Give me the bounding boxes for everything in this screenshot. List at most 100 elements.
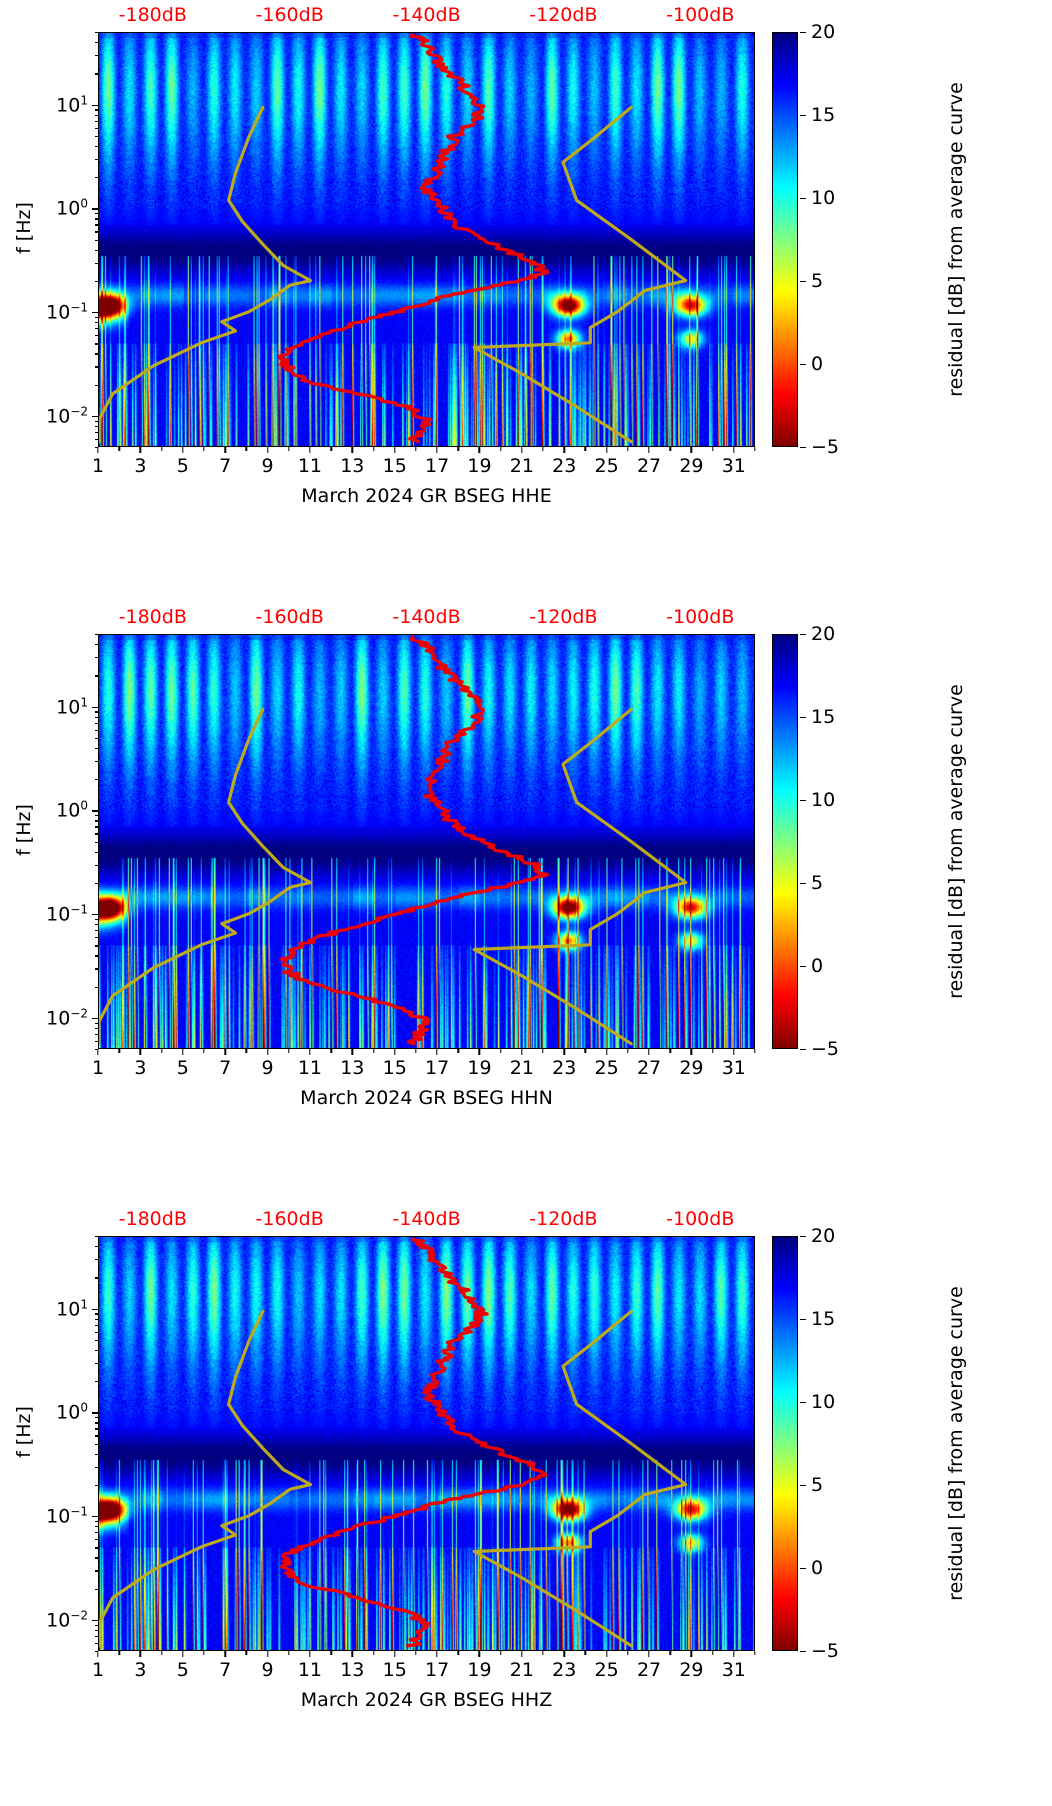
x-axis-tick xyxy=(436,1049,438,1055)
x-axis-tick xyxy=(224,1049,226,1055)
colorbar-tick xyxy=(800,800,806,802)
x-axis-minor-tick xyxy=(669,1651,671,1655)
colorbar-tick xyxy=(800,198,806,200)
y-axis-tick-label: 10−2 xyxy=(46,404,88,428)
y-axis-minor-tick xyxy=(94,328,98,330)
colorbar-tick xyxy=(800,1568,806,1570)
x-axis-tick xyxy=(563,1049,565,1055)
y-axis-title-2: f [Hz] xyxy=(13,1406,35,1458)
y-axis-tick xyxy=(92,810,98,812)
x-axis-minor-tick xyxy=(330,447,332,451)
x-axis-tick xyxy=(351,1049,354,1055)
x-axis-minor-tick xyxy=(330,1651,332,1655)
x-axis-tick-label: 17 xyxy=(425,455,450,477)
colorbar-title-2: residual [dB] from average curve xyxy=(945,1286,967,1601)
x-axis-tick-label: 19 xyxy=(467,1057,492,1079)
y-axis-minor-tick xyxy=(94,353,98,355)
y-axis-minor-tick xyxy=(94,322,98,324)
x-axis-minor-tick xyxy=(711,1651,714,1655)
y-axis-minor-tick xyxy=(94,1381,98,1383)
y-axis-minor-tick xyxy=(94,55,98,57)
x-axis-tick-label: 15 xyxy=(382,1659,407,1681)
top-db-tick-label: -100dB xyxy=(666,606,735,628)
x-axis-minor-tick xyxy=(330,1049,332,1053)
colorbar-tick-label: 20 xyxy=(811,623,836,645)
colorbar-tick-label: 10 xyxy=(811,789,836,811)
y-axis-minor-tick xyxy=(94,737,98,740)
y-axis-minor-tick xyxy=(94,779,98,781)
x-axis-minor-tick xyxy=(118,1049,120,1053)
y-axis-minor-tick xyxy=(94,213,98,215)
y-axis-minor-tick xyxy=(94,1318,98,1320)
top-db-tick-label: -180dB xyxy=(118,606,187,628)
x-axis-minor-tick xyxy=(584,447,587,451)
colorbar-tick xyxy=(800,966,806,968)
x-axis-minor-tick xyxy=(288,447,290,451)
y-axis-minor-tick xyxy=(94,280,98,283)
x-axis-tick-label: 27 xyxy=(636,1659,662,1681)
x-axis-tick-label: 9 xyxy=(261,1057,274,1079)
x-axis-tick-label: 9 xyxy=(261,455,274,477)
colorbar-gradient xyxy=(773,33,797,446)
colorbar-0 xyxy=(772,32,798,447)
y-axis-minor-tick xyxy=(94,955,98,957)
x-axis-tick xyxy=(478,1049,481,1055)
y-axis-minor-tick xyxy=(94,815,98,817)
spectrogram-plot-0 xyxy=(98,32,755,447)
x-axis-minor-tick xyxy=(203,1049,205,1053)
panel-hhe: -180dB -160dB -140dB -120dB -100dB f [Hz] 10… xyxy=(0,0,1052,602)
x-axis-tick xyxy=(182,1049,184,1055)
y-axis-minor-tick xyxy=(94,841,98,843)
colorbar-ticks-1: −5 0 5 10 15 20 xyxy=(800,623,880,1060)
x-axis-minor-tick xyxy=(499,1651,502,1655)
y-axis-minor-tick xyxy=(94,366,98,368)
top-db-tick-label: -100dB xyxy=(666,1208,735,1230)
x-axis-minor-tick xyxy=(372,447,375,451)
y-axis-minor-tick xyxy=(94,1331,98,1333)
colorbar-tick-label: 5 xyxy=(811,270,824,292)
colorbar-tick xyxy=(800,1485,806,1487)
x-axis-tick-label: 1 xyxy=(91,455,105,477)
y-axis-minor-tick xyxy=(94,420,98,422)
top-db-tick-label: -160dB xyxy=(255,1208,324,1230)
colorbar-tick xyxy=(800,717,806,719)
y-axis-minor-tick xyxy=(94,826,98,828)
x-axis-tick-label: 7 xyxy=(219,455,232,477)
colorbar-tick-label: 15 xyxy=(811,706,836,728)
x-axis-title-2: March 2024 GR BSEG HHZ xyxy=(300,1689,553,1711)
x-axis-minor-tick xyxy=(245,447,248,451)
x-axis-tick-label: 3 xyxy=(134,1659,147,1681)
x-axis-minor-tick xyxy=(203,447,205,451)
x-axis-tick xyxy=(394,1651,396,1657)
x-axis-minor-tick xyxy=(372,1049,375,1053)
y-axis-minor-tick xyxy=(94,73,98,75)
y-axis-minor-tick xyxy=(94,1642,98,1645)
x-axis-tick-label: 31 xyxy=(721,455,746,477)
x-axis-tick xyxy=(97,1049,99,1055)
x-axis-tick-label: 23 xyxy=(552,455,577,477)
y-axis-minor-tick xyxy=(94,711,98,713)
x-axis-minor-tick xyxy=(203,1651,205,1655)
x-axis-minor-tick xyxy=(118,1651,120,1655)
y-axis-minor-tick xyxy=(94,716,98,718)
top-db-tick-label: -140dB xyxy=(392,4,461,26)
x-axis-tick xyxy=(224,1651,226,1657)
x-axis-tick xyxy=(182,1651,184,1657)
y-axis-minor-tick xyxy=(94,1532,98,1534)
top-db-tick-label: -180dB xyxy=(118,1208,187,1230)
y-axis-minor-tick xyxy=(94,42,98,44)
y-axis-minor-tick xyxy=(94,1539,98,1541)
y-axis-minor-tick xyxy=(94,438,98,441)
x-axis-tick xyxy=(690,1651,693,1657)
colorbar-tick xyxy=(800,634,806,636)
x-axis-tick xyxy=(436,1651,438,1657)
y-axis-minor-tick xyxy=(94,1466,98,1468)
y-axis-minor-tick xyxy=(94,1484,98,1487)
x-axis-tick xyxy=(521,1049,523,1055)
spectrogram-raster-1 xyxy=(99,635,754,1048)
colorbar-title-1: residual [dB] from average curve xyxy=(945,684,967,999)
y-axis-minor-tick xyxy=(94,675,98,677)
colorbar-ticks-2: −5 0 5 10 15 20 xyxy=(800,1225,880,1662)
y-axis-minor-tick xyxy=(94,239,98,241)
y-axis-tick-label: 101 xyxy=(56,694,88,719)
